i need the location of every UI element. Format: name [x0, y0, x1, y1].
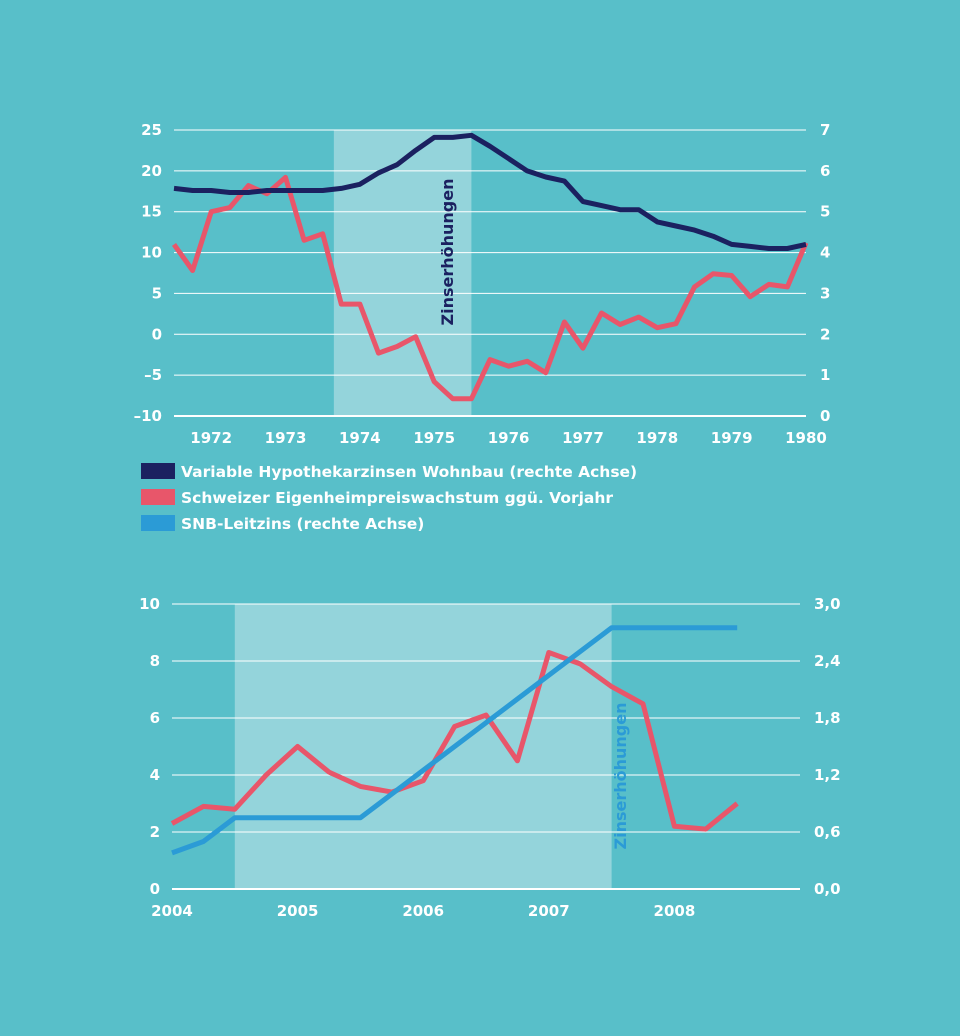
y-tick-right: 3 — [820, 284, 830, 302]
x-tick: 2007 — [528, 902, 570, 920]
shaded-region-label: Zinserhöhungen — [438, 179, 457, 326]
x-tick: 1972 — [190, 429, 232, 447]
y-tick-right: 3,0 — [814, 595, 841, 613]
y-tick-right: 0,6 — [814, 823, 841, 841]
x-tick: 2004 — [151, 902, 193, 920]
x-tick: 1976 — [488, 429, 530, 447]
legend-swatch — [141, 489, 175, 505]
x-tick: 1973 — [265, 429, 307, 447]
series-line-house-price — [171, 174, 809, 402]
x-tick: 1978 — [636, 429, 678, 447]
legend-label: Schweizer Eigenheimpreiswachstum ggü. Vo… — [181, 489, 613, 507]
y-tick-left: 10 — [139, 595, 160, 613]
legend: Variable Hypothekarzinsen Wohnbau (recht… — [141, 463, 637, 533]
y-tick-right: 7 — [820, 121, 830, 139]
shaded-region — [234, 604, 612, 889]
y-tick-right: 1,8 — [814, 709, 841, 727]
y-tick-right: 2,4 — [814, 652, 841, 670]
x-tick: 1980 — [785, 429, 827, 447]
y-tick-left: 0 — [152, 325, 162, 343]
series-line-mortgage — [173, 132, 807, 251]
y-tick-left: 6 — [150, 709, 160, 727]
series-line-house-price — [170, 650, 739, 832]
shaded-region-label: Zinserhöhungen — [611, 703, 630, 850]
y-tick-right: 0 — [820, 407, 830, 425]
y-tick-left: –5 — [144, 366, 162, 384]
y-tick-right: 1 — [820, 366, 830, 384]
y-tick-right: 4 — [820, 244, 830, 262]
y-tick-left: –10 — [134, 407, 162, 425]
y-tick-right: 6 — [820, 162, 830, 180]
legend-swatch — [141, 463, 175, 479]
y-tick-left: 5 — [152, 284, 162, 302]
x-tick: 2006 — [402, 902, 444, 920]
y-tick-right: 1,2 — [814, 766, 841, 784]
x-tick: 2005 — [277, 902, 319, 920]
y-tick-left: 10 — [141, 244, 162, 262]
y-tick-right: 0,0 — [814, 880, 841, 898]
x-tick: 1977 — [562, 429, 604, 447]
x-tick: 1979 — [711, 429, 753, 447]
y-tick-left: 8 — [150, 652, 160, 670]
y-tick-left: 0 — [150, 880, 160, 898]
x-tick: 1974 — [339, 429, 381, 447]
y-tick-right: 2 — [820, 325, 830, 343]
y-tick-left: 15 — [141, 203, 162, 221]
chart-2000s: 10 8 6 4 2 0 3,0 2,4 1,8 1,2 0,6 0,0 2004 2005 2006 200… — [139, 595, 840, 920]
y-tick-left: 20 — [141, 162, 162, 180]
y-tick-left: 4 — [150, 766, 160, 784]
legend-label: Variable Hypothekarzinsen Wohnbau (recht… — [181, 463, 637, 481]
legend-label: SNB-Leitzins (rechte Achse) — [181, 515, 424, 533]
shaded-region — [333, 130, 472, 416]
legend-swatch — [141, 515, 175, 531]
x-tick: 1975 — [413, 429, 455, 447]
series-line-snb — [171, 625, 738, 856]
y-tick-left: 25 — [141, 121, 162, 139]
x-tick: 2008 — [654, 902, 696, 920]
y-tick-left: 2 — [150, 823, 160, 841]
y-tick-right: 5 — [820, 203, 830, 221]
